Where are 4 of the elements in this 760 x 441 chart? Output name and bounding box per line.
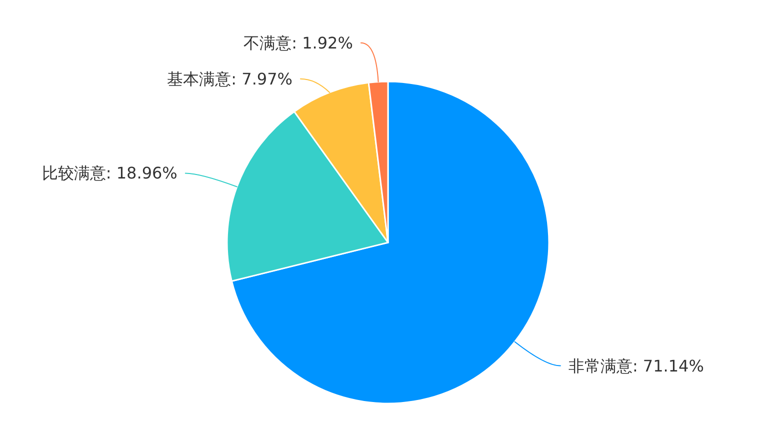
slice-label: 非常满意: 71.14% (568, 356, 704, 376)
slice-label: 基本满意: 7.97% (167, 69, 292, 88)
slice-label: 不满意: 1.92% (244, 33, 353, 52)
slice-label: 比较满意: 18.96% (42, 164, 178, 183)
